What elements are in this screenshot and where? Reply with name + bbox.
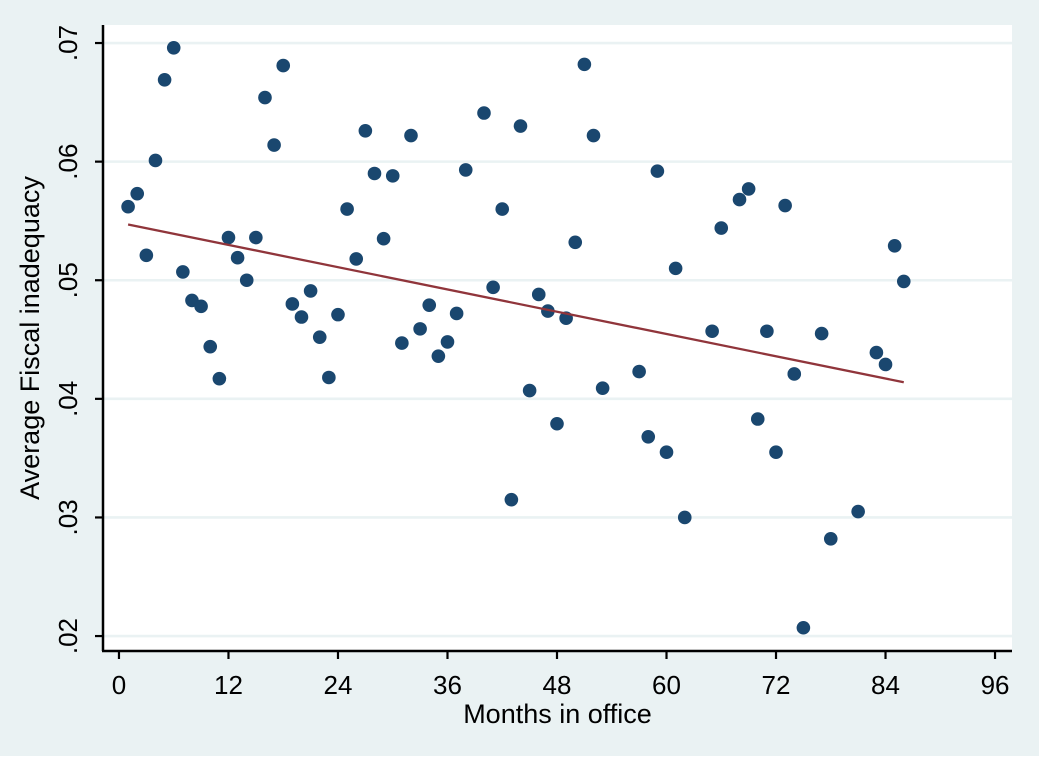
x-tick-label: 12 (214, 670, 243, 700)
x-tick-label: 36 (433, 670, 462, 700)
data-point (349, 252, 364, 266)
y-tick-label: .03 (53, 499, 83, 535)
data-point (322, 370, 336, 385)
data-point (586, 128, 601, 143)
x-tick-label: 84 (871, 670, 900, 700)
data-point (896, 274, 911, 289)
data-point (367, 166, 382, 181)
scatter-points-layer (121, 40, 911, 635)
y-tick-label: .06 (53, 144, 83, 180)
data-point (714, 221, 729, 235)
data-point (522, 383, 537, 398)
data-point (814, 326, 829, 341)
y-axis-title: Average Fiscal inadequacy (15, 176, 45, 500)
data-point (568, 235, 583, 250)
data-point (659, 445, 674, 460)
data-point (422, 298, 437, 312)
data-point (458, 163, 473, 177)
data-point (276, 58, 291, 73)
data-point (376, 231, 391, 246)
data-point (121, 199, 135, 214)
y-tick-label: .04 (53, 381, 83, 417)
data-point (851, 504, 865, 519)
data-point (741, 182, 756, 196)
data-point (787, 367, 802, 381)
data-point (477, 106, 491, 120)
data-point (531, 287, 546, 302)
data-point (778, 198, 792, 213)
x-tick-label: 72 (762, 670, 791, 700)
data-point (340, 202, 354, 216)
data-point (504, 492, 519, 507)
data-point (486, 280, 500, 295)
data-point (550, 416, 564, 431)
data-point (148, 153, 163, 168)
data-point (285, 297, 300, 311)
data-point (495, 202, 510, 216)
data-point (203, 339, 218, 354)
data-point (221, 230, 236, 245)
data-point (404, 128, 418, 143)
data-point (869, 345, 884, 360)
y-tick-label: .02 (53, 618, 83, 654)
data-point (194, 299, 208, 314)
x-tick-label: 60 (652, 670, 681, 700)
x-tick-label: 96 (981, 670, 1010, 700)
data-point (331, 307, 345, 322)
data-point (130, 186, 145, 201)
data-point (176, 265, 190, 279)
data-point (668, 261, 683, 276)
data-point (157, 72, 172, 87)
x-axis-title: Months in office (463, 699, 652, 729)
y-axis-ticks: .02 .03 .04 .05 .06 .07 (53, 25, 103, 654)
data-point (139, 248, 154, 263)
data-point (887, 239, 902, 253)
data-point (750, 412, 765, 426)
data-point (358, 123, 373, 138)
data-point (449, 306, 464, 321)
data-point (267, 138, 281, 152)
data-point (294, 310, 309, 324)
x-axis-ticks: 0 12 24 36 48 60 72 84 96 (112, 651, 1010, 700)
data-point (513, 119, 528, 133)
y-tick-label: .07 (53, 25, 83, 61)
plot-area (103, 25, 1012, 651)
data-point (632, 364, 646, 379)
gridlines (103, 41, 1012, 638)
x-tick-label: 48 (543, 670, 572, 700)
data-point (212, 371, 227, 386)
data-point (230, 250, 245, 265)
data-point (249, 230, 263, 245)
data-point (705, 324, 719, 339)
data-point (413, 322, 427, 336)
data-point (303, 284, 318, 298)
y-tick-label: .05 (53, 262, 83, 298)
data-point (796, 620, 811, 635)
data-point (541, 304, 555, 318)
data-point (823, 531, 838, 546)
data-point (577, 57, 592, 72)
data-point (312, 330, 327, 344)
data-point (440, 335, 455, 349)
data-point (677, 510, 692, 525)
data-point (641, 429, 656, 444)
data-point (431, 349, 446, 363)
data-point (385, 169, 400, 183)
x-tick-label: 24 (324, 670, 353, 700)
data-point (239, 273, 254, 288)
data-point (258, 90, 272, 105)
data-point (650, 164, 665, 178)
data-point (732, 192, 747, 207)
data-point (595, 381, 610, 395)
fitted-regression-line (127, 223, 904, 384)
data-point (760, 324, 774, 339)
data-point (769, 445, 783, 460)
data-point (166, 40, 181, 55)
data-point (395, 336, 409, 350)
data-point (878, 357, 893, 372)
x-tick-label: 0 (112, 670, 126, 700)
